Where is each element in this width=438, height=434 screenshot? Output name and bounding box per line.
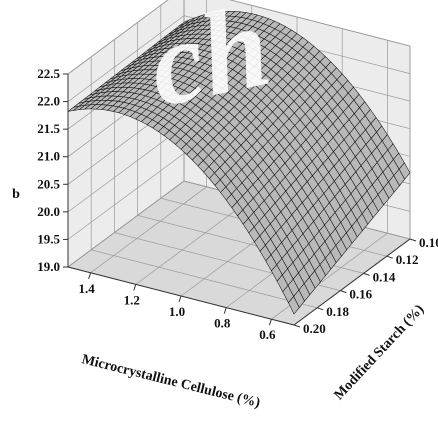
z-tick-label: 19.0 [37, 259, 60, 274]
z-tick-label: 21.0 [37, 149, 60, 164]
y-tick-label: 0.10 [419, 235, 438, 250]
y-axis-ticks: 0.100.120.140.160.180.20 [293, 235, 438, 336]
x-axis-ticks: 1.4 1.2 1.0 0.8 0.6 [78, 272, 276, 342]
y-axis-line [293, 238, 411, 326]
x-tick-label: 0.6 [259, 327, 276, 342]
x-tick-label: 1.2 [124, 292, 140, 307]
z-tick-label: 20.5 [37, 176, 60, 191]
y-tick-mark [386, 255, 393, 259]
x-tick-label: 1.0 [169, 304, 185, 319]
z-axis-label: b [12, 187, 20, 202]
grid-line-y [90, 56, 318, 309]
y-tick-label: 0.20 [303, 321, 326, 336]
z-tick-label: 19.5 [37, 231, 60, 246]
y-tick-mark [363, 272, 370, 276]
z-axis-ticks: 19.0 19.5 20.0 20.5 21.0 21.5 22.0 22.5 [37, 66, 68, 274]
x-tick-mark [268, 319, 272, 326]
x-tick-mark [133, 284, 137, 291]
y-tick-label: 0.12 [396, 252, 419, 267]
z-tick-label: 22.5 [37, 66, 60, 81]
z-tick-label: 21.5 [37, 121, 60, 136]
x-tick-mark [223, 307, 227, 314]
surface-cell [288, 295, 300, 315]
y-tick-mark [340, 290, 347, 294]
surface-mesh [67, 11, 411, 315]
y-tick-mark [409, 238, 417, 242]
z-tick-label: 22.0 [37, 94, 60, 109]
x-tick-label: 1.4 [78, 281, 95, 296]
y-tick-label: 0.14 [373, 269, 396, 284]
y-tick-label: 0.16 [349, 287, 372, 302]
y-tick-mark [317, 307, 324, 311]
grid-line-z [67, 0, 411, 75]
x-tick-mark [178, 295, 182, 303]
x-axis-label: Microcrystalline Cellulose (%) [80, 352, 262, 411]
x-tick-label: 0.8 [214, 316, 231, 331]
y-tick-label: 0.18 [326, 304, 349, 319]
z-tick-label: 20.0 [37, 204, 60, 219]
watermark: ch [138, 0, 281, 132]
x-tick-mark [88, 272, 92, 279]
y-tick-mark [293, 324, 301, 328]
